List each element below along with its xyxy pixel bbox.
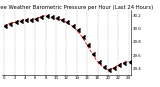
Title: Milwaukee Weather Barometric Pressure per Hour (Last 24 Hours): Milwaukee Weather Barometric Pressure pe… [0, 5, 154, 10]
